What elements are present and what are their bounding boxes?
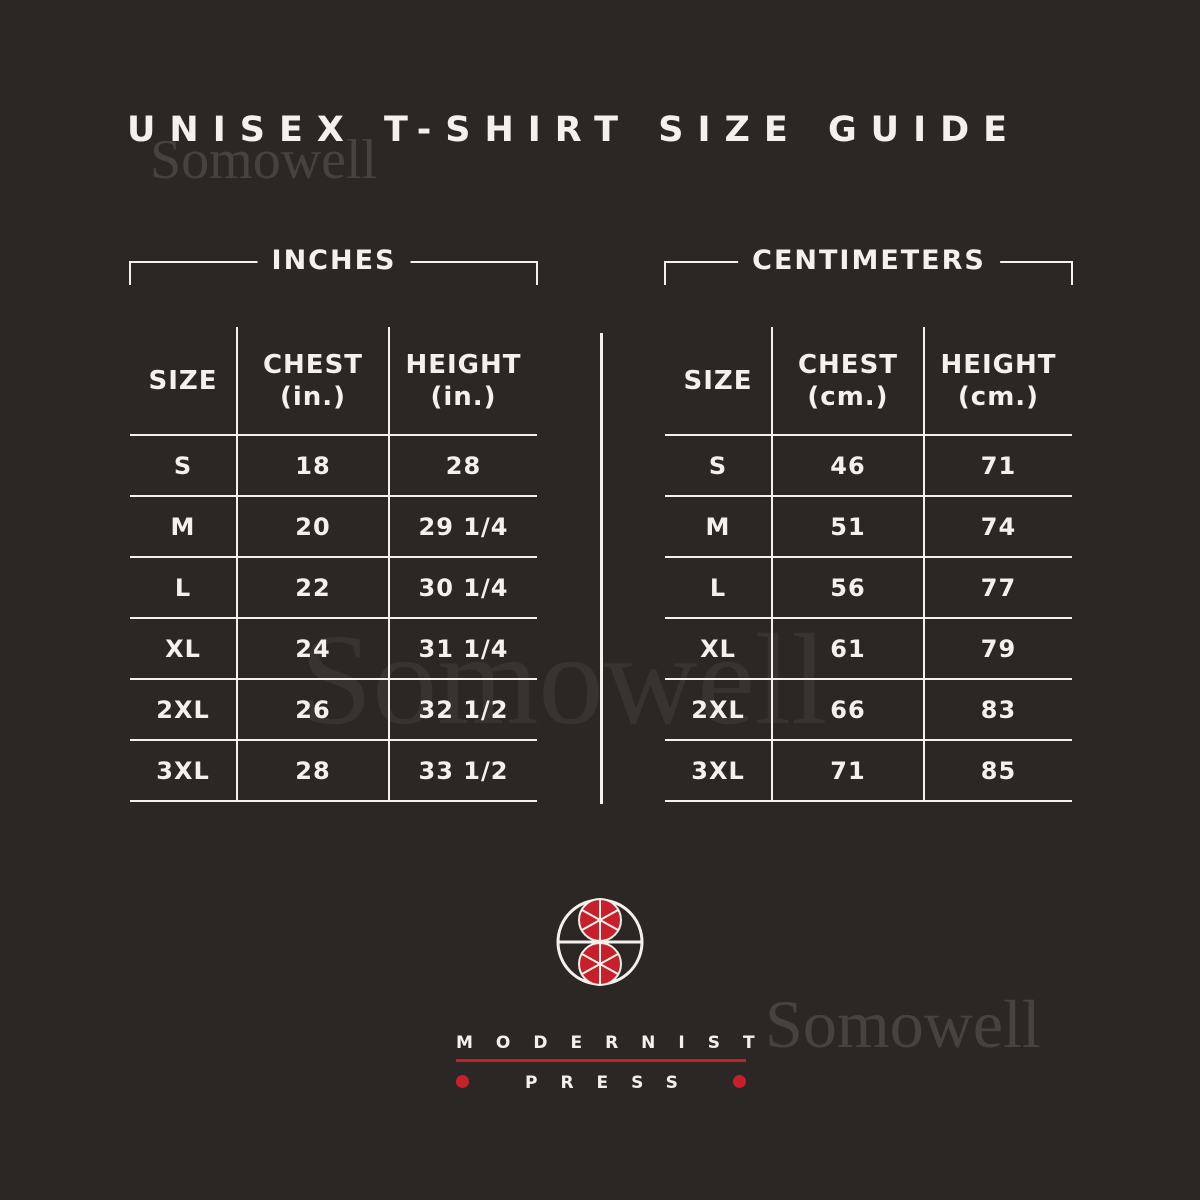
table-row: 2XL 26 32 1/2 (130, 679, 537, 741)
table-cell: 46 (771, 435, 924, 497)
table-cell: S (130, 435, 237, 497)
table-row: S 18 28 (130, 435, 537, 497)
brand-dot (456, 1075, 469, 1088)
inches-table: SIZE CHEST (in.) HEIGHT (in.) S 18 28 M 20 29 1/4 L… (130, 327, 537, 802)
table-cell: 71 (771, 740, 924, 802)
table-cell: 24 (236, 618, 389, 680)
table-cell: 2XL (130, 679, 237, 741)
brand-dot (733, 1075, 746, 1088)
table-cell: 2XL (665, 679, 772, 741)
column-header: CHEST (in.) (236, 327, 389, 436)
table-cell: L (130, 557, 237, 619)
watermark: Somowell (150, 129, 378, 191)
table-cell: 85 (923, 740, 1072, 802)
table-row: S 46 71 (665, 435, 1072, 497)
table-cell: 61 (771, 618, 924, 680)
centimeters-table: SIZE CHEST (cm.) HEIGHT (cm.) S 46 71 M 51 74 L 56 77… (665, 327, 1072, 802)
table-cell: 28 (388, 435, 537, 497)
table-row: XL 24 31 1/4 (130, 618, 537, 680)
table-cell: 18 (236, 435, 389, 497)
table-row: XL 61 79 (665, 618, 1072, 680)
modernist-press-logo-icon (556, 898, 644, 986)
table-row: L 56 77 (665, 557, 1072, 619)
table-row: 2XL 66 83 (665, 679, 1072, 741)
table-cell: XL (130, 618, 237, 680)
watermark: Somowell (765, 986, 1041, 1062)
table-cell: M (130, 496, 237, 558)
table-cell: 33 1/2 (388, 740, 537, 802)
table-cell: 32 1/2 (388, 679, 537, 741)
table-cell: 20 (236, 496, 389, 558)
inches-label: INCHES (257, 245, 411, 276)
header-row: SIZE CHEST (cm.) HEIGHT (cm.) (665, 327, 1072, 436)
divider (600, 333, 603, 804)
table-cell: 22 (236, 557, 389, 619)
table-cell: 56 (771, 557, 924, 619)
brand-subname: PRESS (525, 1073, 701, 1093)
cm-label: CENTIMETERS (738, 245, 1000, 276)
header-row: SIZE CHEST (in.) HEIGHT (in.) (130, 327, 537, 436)
table-cell: 31 1/4 (388, 618, 537, 680)
table-cell: 74 (923, 496, 1072, 558)
table-row: 3XL 28 33 1/2 (130, 740, 537, 802)
table-cell: M (665, 496, 772, 558)
table-cell: 83 (923, 679, 1072, 741)
column-header: SIZE (665, 327, 772, 436)
column-header: CHEST (cm.) (771, 327, 924, 436)
page-title: UNISEX T-SHIRT SIZE GUIDE (127, 110, 1022, 150)
table-cell: 77 (923, 557, 1072, 619)
table-cell: 66 (771, 679, 924, 741)
column-header: HEIGHT (cm.) (923, 327, 1072, 436)
table-cell: 29 1/4 (388, 496, 537, 558)
table-cell: 3XL (665, 740, 772, 802)
table-cell: 3XL (130, 740, 237, 802)
table-row: 3XL 71 85 (665, 740, 1072, 802)
table-cell: 71 (923, 435, 1072, 497)
table-row: M 20 29 1/4 (130, 496, 537, 558)
table-cell: L (665, 557, 772, 619)
table-row: L 22 30 1/4 (130, 557, 537, 619)
brand-rule (456, 1059, 746, 1062)
table-cell: XL (665, 618, 772, 680)
table-cell: 26 (236, 679, 389, 741)
table-cell: 79 (923, 618, 1072, 680)
table-cell: 30 1/4 (388, 557, 537, 619)
column-header: HEIGHT (in.) (388, 327, 537, 436)
brand-name: MODERNIST (456, 1033, 778, 1053)
column-header: SIZE (130, 327, 237, 436)
table-cell: 28 (236, 740, 389, 802)
table-cell: 51 (771, 496, 924, 558)
table-row: M 51 74 (665, 496, 1072, 558)
table-cell: S (665, 435, 772, 497)
